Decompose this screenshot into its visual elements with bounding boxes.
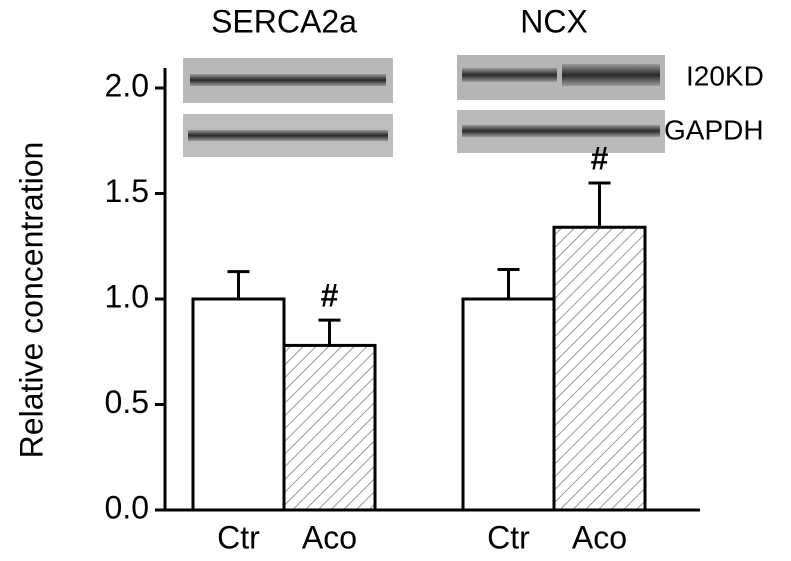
group-title: NCX bbox=[520, 3, 588, 39]
bar bbox=[552, 225, 647, 512]
y-tick-label: 2.0 bbox=[105, 67, 149, 103]
y-tick-label: 1.5 bbox=[105, 173, 149, 209]
y-tick-label: 0.0 bbox=[105, 489, 149, 525]
x-tick-label: Aco bbox=[572, 519, 627, 555]
annotation: # bbox=[321, 278, 339, 314]
western-blots bbox=[183, 55, 665, 157]
blot-label: I20KD bbox=[686, 60, 764, 91]
x-tick-label: Ctr bbox=[217, 519, 260, 555]
blot-label: GAPDH bbox=[664, 114, 764, 145]
bar bbox=[191, 297, 286, 512]
x-tick-label: Aco bbox=[302, 519, 357, 555]
error-bar bbox=[588, 181, 611, 228]
y-tick-label: 1.0 bbox=[105, 278, 149, 314]
x-tick-label: Ctr bbox=[487, 519, 530, 555]
error-bar bbox=[227, 270, 250, 299]
y-tick-label: 0.5 bbox=[105, 384, 149, 420]
group-title: SERCA2a bbox=[211, 3, 357, 39]
error-bar bbox=[318, 318, 341, 346]
error-bar bbox=[497, 267, 520, 299]
bar bbox=[461, 297, 556, 512]
bar bbox=[282, 343, 377, 512]
annotation: # bbox=[591, 140, 609, 176]
y-axis-label: Relative concentration bbox=[13, 142, 49, 459]
